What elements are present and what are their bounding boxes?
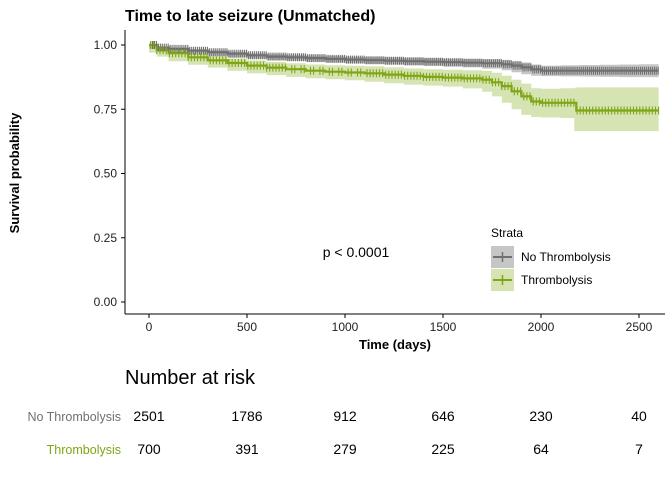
x-axis-title: Time (days) bbox=[359, 337, 431, 352]
y-tick-label: 0.25 bbox=[94, 231, 118, 245]
legend: Strata No Thrombolysis Thrombolysis bbox=[491, 226, 611, 291]
x-tick-label: 1000 bbox=[332, 320, 359, 334]
legend-title: Strata bbox=[491, 226, 523, 240]
risk-count: 225 bbox=[431, 441, 455, 457]
x-tick-label: 0 bbox=[146, 320, 153, 334]
x-tick-label: 500 bbox=[237, 320, 257, 334]
risk-row-label: No Thrombolysis bbox=[27, 410, 121, 424]
legend-label: No Thrombolysis bbox=[521, 250, 611, 264]
x-ticks: 0 500 1000 1500 2000 2500 bbox=[146, 314, 653, 334]
risk-count: 391 bbox=[235, 441, 259, 457]
risk-count: 40 bbox=[631, 408, 647, 424]
legend-item-no-thrombolysis: No Thrombolysis bbox=[491, 246, 611, 268]
risk-row-no-thrombolysis: No Thrombolysis 2501 1786 912 646 230 40 bbox=[27, 408, 647, 424]
legend-item-thrombolysis: Thrombolysis bbox=[491, 269, 592, 291]
risk-count: 912 bbox=[333, 408, 357, 424]
risk-table: Number at risk No Thrombolysis 2501 1786 91… bbox=[27, 367, 647, 457]
y-tick-label: 1.00 bbox=[94, 38, 118, 52]
y-axis-title: Survival probability bbox=[7, 112, 22, 233]
x-tick-label: 2000 bbox=[528, 320, 555, 334]
risk-row-label: Thrombolysis bbox=[47, 443, 121, 457]
curve-thrombolysis bbox=[149, 43, 659, 112]
risk-count: 7 bbox=[635, 441, 643, 457]
y-tick-label: 0.00 bbox=[94, 295, 118, 309]
x-tick-label: 2500 bbox=[626, 320, 653, 334]
p-value-annotation: p < 0.0001 bbox=[323, 244, 390, 260]
risk-count: 64 bbox=[533, 441, 549, 457]
risk-count: 279 bbox=[333, 441, 357, 457]
legend-label: Thrombolysis bbox=[521, 273, 592, 287]
risk-count: 2501 bbox=[133, 408, 164, 424]
x-tick-label: 1500 bbox=[430, 320, 457, 334]
risk-count: 646 bbox=[431, 408, 455, 424]
risk-count: 230 bbox=[529, 408, 553, 424]
censor-marks-thrombolysis bbox=[150, 41, 660, 115]
risk-table-title: Number at risk bbox=[125, 367, 256, 389]
axes bbox=[124, 30, 665, 315]
risk-count: 1786 bbox=[231, 408, 262, 424]
y-ticks: 0.00 0.25 0.50 0.75 1.00 bbox=[94, 38, 125, 309]
risk-count: 700 bbox=[137, 441, 161, 457]
y-tick-label: 0.75 bbox=[94, 102, 118, 116]
risk-row-thrombolysis: Thrombolysis 700 391 279 225 64 7 bbox=[47, 441, 643, 457]
chart-title: Time to late seizure (Unmatched) bbox=[125, 8, 375, 25]
censor-marks bbox=[150, 41, 660, 115]
y-tick-label: 0.50 bbox=[94, 167, 118, 181]
